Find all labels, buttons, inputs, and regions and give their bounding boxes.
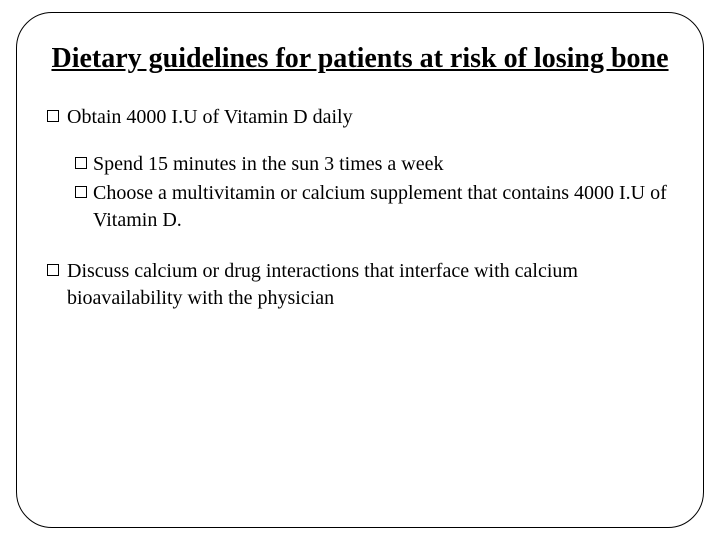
square-bullet-icon — [47, 264, 59, 276]
list-item-text: Spend 15 minutes in the sun 3 times a we… — [93, 151, 673, 178]
list-item-text: Discuss calcium or drug interactions tha… — [67, 258, 673, 312]
list-item: Choose a multivitamin or calcium supplem… — [75, 180, 673, 234]
slide-body: Obtain 4000 I.U of Vitamin D daily Spend… — [47, 104, 673, 312]
list-item: Discuss calcium or drug interactions tha… — [47, 258, 673, 312]
slide: Dietary guidelines for patients at risk … — [0, 0, 720, 540]
list-item-text: Choose a multivitamin or calcium supplem… — [93, 180, 673, 234]
list-item: Obtain 4000 I.U of Vitamin D daily — [47, 104, 673, 131]
square-bullet-icon — [75, 186, 87, 198]
content-frame: Dietary guidelines for patients at risk … — [16, 12, 704, 528]
sub-list: Spend 15 minutes in the sun 3 times a we… — [75, 151, 673, 234]
list-item: Spend 15 minutes in the sun 3 times a we… — [75, 151, 673, 178]
list-item-text: Obtain 4000 I.U of Vitamin D daily — [67, 104, 673, 131]
square-bullet-icon — [75, 157, 87, 169]
slide-title: Dietary guidelines for patients at risk … — [47, 41, 673, 76]
square-bullet-icon — [47, 110, 59, 122]
